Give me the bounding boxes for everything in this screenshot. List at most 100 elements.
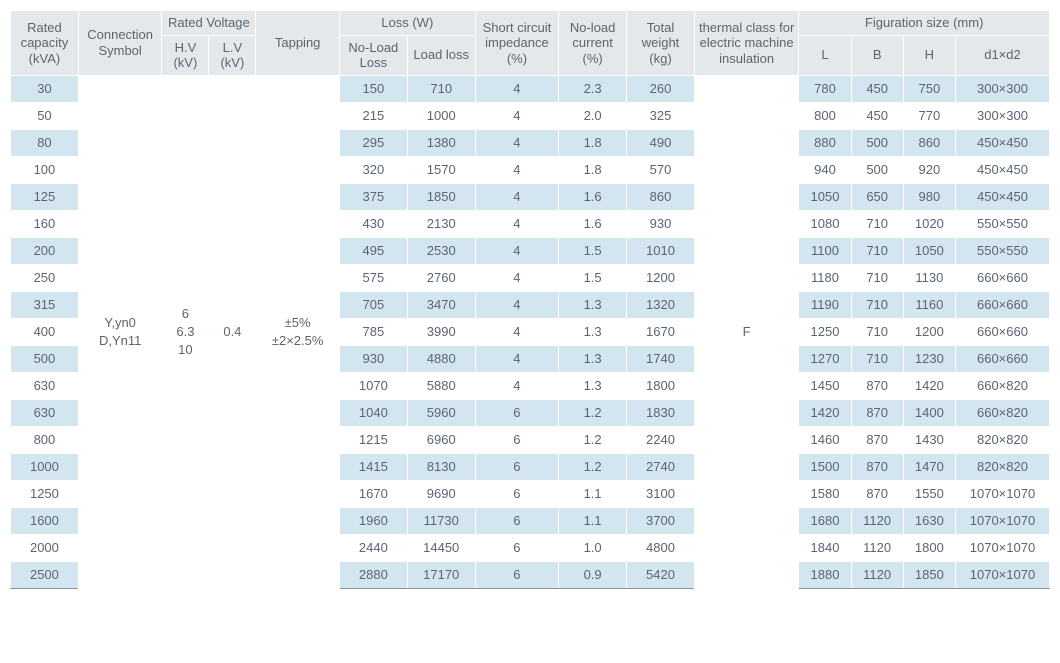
cell-H: 1130 xyxy=(903,264,955,291)
cell-noload-current: 1.2 xyxy=(559,426,627,453)
cell-B: 870 xyxy=(851,453,903,480)
cell-short-circuit: 6 xyxy=(475,561,559,588)
th-noload-loss: No-Load Loss xyxy=(339,35,407,75)
cell-short-circuit: 6 xyxy=(475,480,559,507)
cell-load-loss: 4880 xyxy=(407,345,475,372)
cell-capacity: 200 xyxy=(11,237,79,264)
th-figuration: Figuration size (mm) xyxy=(799,11,1050,36)
cell-B: 710 xyxy=(851,291,903,318)
cell-capacity: 800 xyxy=(11,426,79,453)
cell-H: 980 xyxy=(903,183,955,210)
cell-capacity: 315 xyxy=(11,291,79,318)
cell-L: 1580 xyxy=(799,480,851,507)
cell-total-weight: 570 xyxy=(627,156,695,183)
cell-d1d2: 820×820 xyxy=(955,426,1049,453)
cell-d1d2: 1070×1070 xyxy=(955,561,1049,588)
cell-noload-current: 1.5 xyxy=(559,264,627,291)
cell-H: 1050 xyxy=(903,237,955,264)
cell-load-loss: 5960 xyxy=(407,399,475,426)
cell-short-circuit: 4 xyxy=(475,75,559,102)
cell-short-circuit: 4 xyxy=(475,156,559,183)
th-total-weight: Total weight (kg) xyxy=(627,11,695,76)
cell-capacity: 630 xyxy=(11,399,79,426)
cell-noload-loss: 2880 xyxy=(339,561,407,588)
cell-H: 1430 xyxy=(903,426,955,453)
cell-total-weight: 3100 xyxy=(627,480,695,507)
cell-H: 1160 xyxy=(903,291,955,318)
cell-H: 1850 xyxy=(903,561,955,588)
cell-total-weight: 490 xyxy=(627,129,695,156)
cell-capacity: 50 xyxy=(11,102,79,129)
cell-noload-current: 1.3 xyxy=(559,372,627,399)
cell-B: 710 xyxy=(851,345,903,372)
cell-total-weight: 2240 xyxy=(627,426,695,453)
cell-noload-current: 2.3 xyxy=(559,75,627,102)
cell-total-weight: 1670 xyxy=(627,318,695,345)
cell-noload-loss: 1070 xyxy=(339,372,407,399)
cell-L: 780 xyxy=(799,75,851,102)
cell-total-weight: 260 xyxy=(627,75,695,102)
cell-short-circuit: 6 xyxy=(475,534,559,561)
cell-tapping: ±5% ±2×2.5% xyxy=(256,75,340,588)
cell-total-weight: 1010 xyxy=(627,237,695,264)
table-row: 30Y,yn0 D,Yn116 6.3 100.4±5% ±2×2.5%1507… xyxy=(11,75,1050,102)
cell-short-circuit: 6 xyxy=(475,453,559,480)
cell-noload-loss: 1960 xyxy=(339,507,407,534)
cell-H: 1200 xyxy=(903,318,955,345)
cell-H: 1230 xyxy=(903,345,955,372)
cell-short-circuit: 4 xyxy=(475,129,559,156)
cell-B: 870 xyxy=(851,426,903,453)
cell-lv: 0.4 xyxy=(209,75,256,588)
cell-total-weight: 1200 xyxy=(627,264,695,291)
cell-d1d2: 660×820 xyxy=(955,399,1049,426)
cell-L: 1080 xyxy=(799,210,851,237)
cell-load-loss: 14450 xyxy=(407,534,475,561)
cell-noload-current: 1.8 xyxy=(559,156,627,183)
cell-total-weight: 2740 xyxy=(627,453,695,480)
th-thermal: thermal class for electric machine insul… xyxy=(694,11,798,76)
cell-short-circuit: 4 xyxy=(475,237,559,264)
cell-B: 500 xyxy=(851,156,903,183)
cell-total-weight: 930 xyxy=(627,210,695,237)
cell-short-circuit: 6 xyxy=(475,426,559,453)
cell-capacity: 2500 xyxy=(11,561,79,588)
spec-table: Rated capacity (kVA) Connection Symbol R… xyxy=(10,10,1050,589)
cell-short-circuit: 6 xyxy=(475,399,559,426)
cell-load-loss: 1380 xyxy=(407,129,475,156)
cell-H: 1400 xyxy=(903,399,955,426)
cell-noload-loss: 215 xyxy=(339,102,407,129)
cell-L: 940 xyxy=(799,156,851,183)
cell-noload-current: 1.2 xyxy=(559,399,627,426)
cell-noload-loss: 785 xyxy=(339,318,407,345)
cell-noload-current: 1.0 xyxy=(559,534,627,561)
cell-capacity: 1000 xyxy=(11,453,79,480)
cell-L: 1050 xyxy=(799,183,851,210)
th-rated-voltage: Rated Voltage xyxy=(162,11,256,36)
cell-capacity: 125 xyxy=(11,183,79,210)
cell-noload-loss: 575 xyxy=(339,264,407,291)
cell-capacity: 80 xyxy=(11,129,79,156)
cell-capacity: 1600 xyxy=(11,507,79,534)
cell-B: 450 xyxy=(851,75,903,102)
cell-H: 1470 xyxy=(903,453,955,480)
cell-capacity: 630 xyxy=(11,372,79,399)
cell-capacity: 160 xyxy=(11,210,79,237)
cell-load-loss: 2530 xyxy=(407,237,475,264)
th-noload-current: No-load current (%) xyxy=(559,11,627,76)
cell-d1d2: 450×450 xyxy=(955,183,1049,210)
cell-capacity: 400 xyxy=(11,318,79,345)
cell-total-weight: 860 xyxy=(627,183,695,210)
cell-L: 1420 xyxy=(799,399,851,426)
cell-B: 710 xyxy=(851,318,903,345)
cell-noload-current: 1.8 xyxy=(559,129,627,156)
th-rated-capacity: Rated capacity (kVA) xyxy=(11,11,79,76)
cell-d1d2: 660×660 xyxy=(955,264,1049,291)
cell-total-weight: 1830 xyxy=(627,399,695,426)
cell-short-circuit: 4 xyxy=(475,372,559,399)
cell-noload-loss: 320 xyxy=(339,156,407,183)
cell-noload-current: 1.5 xyxy=(559,237,627,264)
cell-total-weight: 3700 xyxy=(627,507,695,534)
cell-total-weight: 325 xyxy=(627,102,695,129)
cell-H: 770 xyxy=(903,102,955,129)
cell-load-loss: 3990 xyxy=(407,318,475,345)
